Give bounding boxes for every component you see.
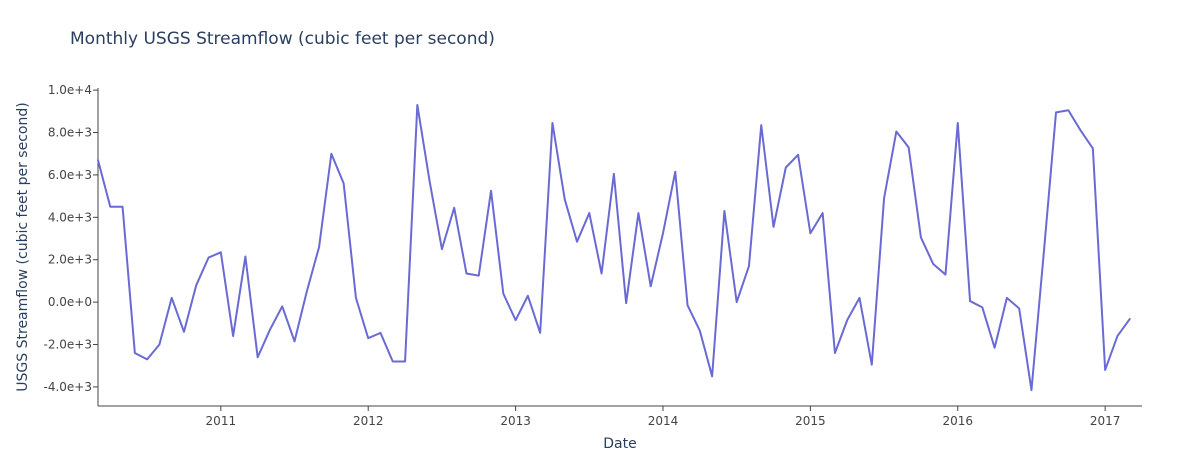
x-axis-ticks: 2011 2012 2013 2014 2015 2016 2017: [206, 406, 1121, 428]
y-axis-ticks: 1.0e+4 8.0e+3 6.0e+3 4.0e+3 2.0e+3 0.0e+0 -2.0…: [44, 83, 98, 394]
y-tick-label: 1.0e+4: [48, 83, 92, 97]
y-tick-label: 4.0e+3: [48, 210, 92, 224]
series-line: [97, 103, 1131, 392]
x-tick-label: 2017: [1090, 414, 1121, 428]
x-tick-label: 2015: [795, 414, 826, 428]
x-axis-title: Date: [603, 436, 636, 452]
chart-title: Monthly USGS Streamflow (cubic feet per …: [70, 29, 495, 49]
y-tick-label: 0.0e+0: [48, 295, 92, 309]
y-axis-title: USGS Streamflow (cubic feet per second): [15, 102, 31, 391]
series-layer: [97, 103, 1131, 392]
y-tick-label: 8.0e+3: [48, 126, 92, 140]
x-tick-label: 2016: [942, 414, 973, 428]
y-tick-label: 6.0e+3: [48, 168, 92, 182]
y-tick-label: 2.0e+3: [48, 253, 92, 267]
x-tick-label: 2013: [500, 414, 531, 428]
y-tick-label: -2.0e+3: [44, 338, 93, 352]
y-tick-label: -4.0e+3: [44, 380, 93, 394]
x-tick-label: 2011: [206, 414, 237, 428]
x-tick-label: 2014: [648, 414, 679, 428]
x-tick-label: 2012: [353, 414, 384, 428]
